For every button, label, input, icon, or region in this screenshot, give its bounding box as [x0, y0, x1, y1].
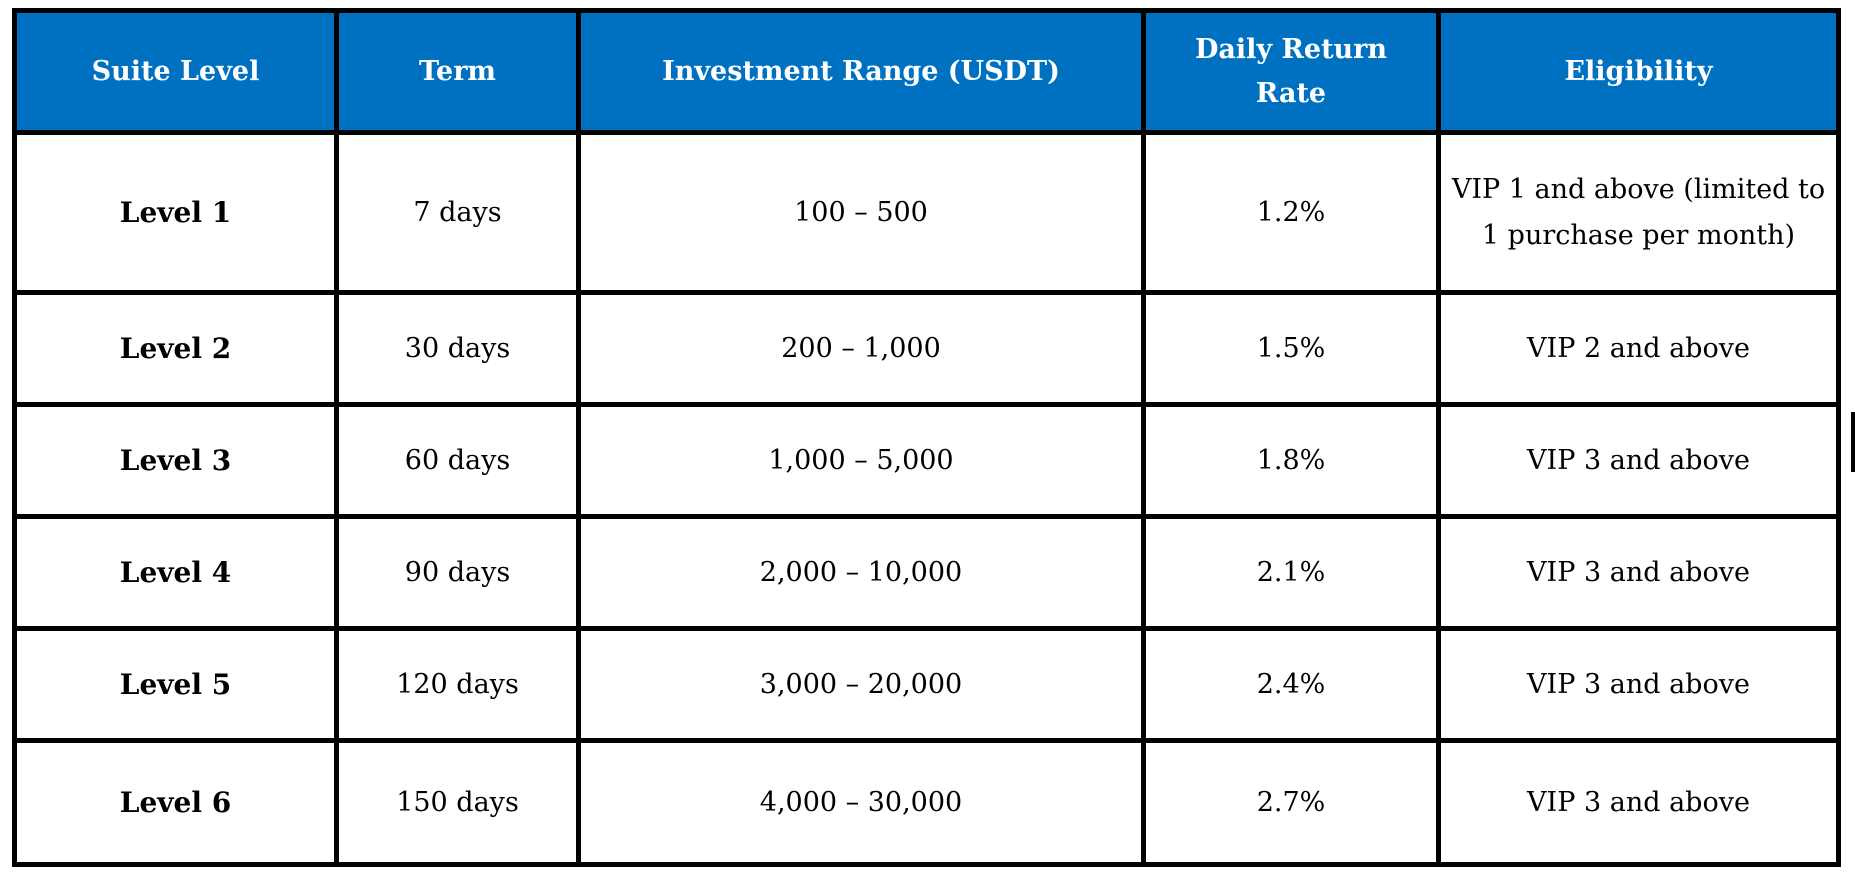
suite-level-cell: Level 3 — [12, 402, 339, 519]
header-suite-level: Suite Level — [12, 8, 339, 135]
term-cell: 30 days — [334, 290, 581, 407]
suite-level-cell: Level 5 — [12, 626, 339, 743]
header-row: Suite Level Term Investment Range (USDT)… — [12, 8, 1841, 135]
table-row: Level 2 30 days 200 – 1,000 1.5% VIP 2 a… — [12, 290, 1841, 407]
investment-range-cell: 1,000 – 5,000 — [576, 402, 1146, 519]
term-cell: 120 days — [334, 626, 581, 743]
term-cell: 60 days — [334, 402, 581, 519]
table-row: Level 3 60 days 1,000 – 5,000 1.8% VIP 3… — [12, 402, 1841, 519]
header-investment-range: Investment Range (USDT) — [576, 8, 1146, 135]
suite-level-cell: Level 1 — [12, 130, 339, 295]
table-row: Level 4 90 days 2,000 – 10,000 2.1% VIP … — [12, 514, 1841, 631]
table-row: Level 5 120 days 3,000 – 20,000 2.4% VIP… — [12, 626, 1841, 743]
table-row: Level 1 7 days 100 – 500 1.2% VIP 1 and … — [12, 130, 1841, 295]
eligibility-cell: VIP 2 and above — [1436, 290, 1841, 407]
suite-level-cell: Level 6 — [12, 738, 339, 867]
suite-level-cell: Level 4 — [12, 514, 339, 631]
eligibility-cell: VIP 1 and above (limited to 1 purchase p… — [1436, 130, 1841, 295]
table-body: Level 1 7 days 100 – 500 1.2% VIP 1 and … — [12, 130, 1841, 867]
term-cell: 90 days — [334, 514, 581, 631]
daily-return-rate-cell: 2.4% — [1141, 626, 1441, 743]
eligibility-cell: VIP 3 and above — [1436, 738, 1841, 867]
daily-return-rate-cell: 1.5% — [1141, 290, 1441, 407]
suite-level-cell: Level 2 — [12, 290, 339, 407]
term-cell: 150 days — [334, 738, 581, 867]
investment-suite-table: Suite Level Term Investment Range (USDT)… — [12, 8, 1841, 867]
investment-range-cell: 2,000 – 10,000 — [576, 514, 1146, 631]
daily-return-rate-cell: 2.7% — [1141, 738, 1441, 867]
investment-range-cell: 3,000 – 20,000 — [576, 626, 1146, 743]
investment-range-cell: 200 – 1,000 — [576, 290, 1146, 407]
table-row: Level 6 150 days 4,000 – 30,000 2.7% VIP… — [12, 738, 1841, 867]
header-daily-return-rate: Daily Return Rate — [1141, 8, 1441, 135]
investment-range-cell: 100 – 500 — [576, 130, 1146, 295]
daily-return-rate-cell: 1.2% — [1141, 130, 1441, 295]
header-eligibility: Eligibility — [1436, 8, 1841, 135]
daily-return-rate-cell: 1.8% — [1141, 402, 1441, 519]
eligibility-cell: VIP 3 and above — [1436, 626, 1841, 743]
investment-range-cell: 4,000 – 30,000 — [576, 738, 1146, 867]
eligibility-cell: VIP 3 and above — [1436, 514, 1841, 631]
term-cell: 7 days — [334, 130, 581, 295]
daily-return-rate-cell: 2.1% — [1141, 514, 1441, 631]
header-term: Term — [334, 8, 581, 135]
table-header: Suite Level Term Investment Range (USDT)… — [12, 8, 1841, 135]
eligibility-cell: VIP 3 and above — [1436, 402, 1841, 519]
edge-divider — [1851, 412, 1855, 472]
